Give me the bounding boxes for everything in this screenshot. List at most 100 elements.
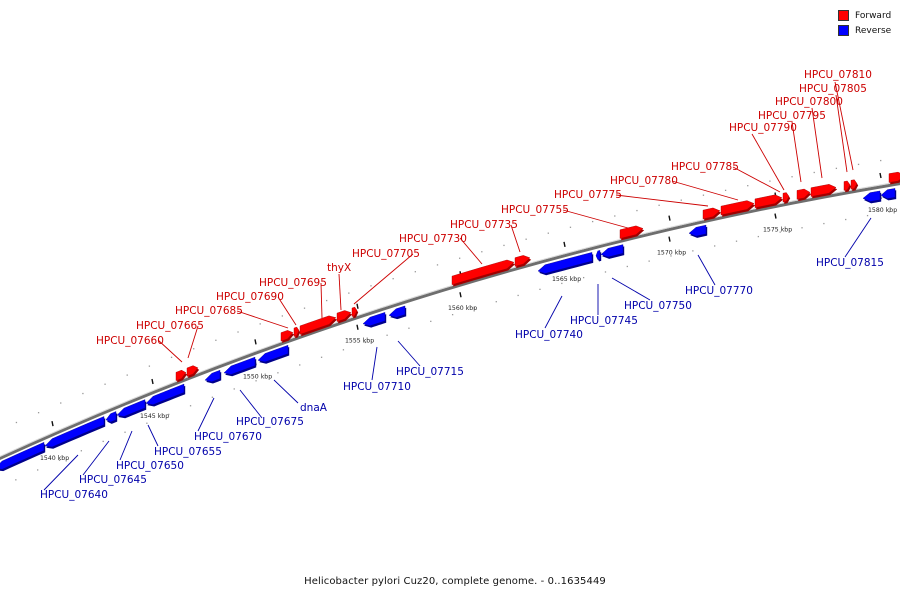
leader-line bbox=[751, 133, 785, 191]
reverse-gene[interactable] bbox=[537, 252, 594, 276]
forward-gene[interactable] bbox=[888, 171, 900, 185]
forward-gene[interactable] bbox=[754, 194, 784, 210]
leader-line bbox=[732, 166, 781, 193]
minor-tick bbox=[473, 307, 476, 309]
leader-line bbox=[157, 339, 183, 363]
minor-tick bbox=[845, 218, 847, 221]
leader-line bbox=[353, 253, 414, 305]
forward-gene[interactable] bbox=[293, 326, 301, 339]
tick-label: 1580 kbp bbox=[868, 207, 897, 214]
gene-label[interactable]: HPCU_07690 bbox=[216, 291, 284, 303]
minor-tick bbox=[168, 413, 170, 416]
forward-gene[interactable] bbox=[782, 192, 791, 204]
gene-label[interactable]: HPCU_07780 bbox=[610, 175, 678, 187]
gene-label[interactable]: HPCU_07730 bbox=[399, 233, 467, 245]
forward-gene[interactable] bbox=[514, 255, 532, 269]
reverse-gene[interactable] bbox=[223, 356, 257, 377]
leader-line bbox=[544, 295, 563, 329]
reverse-gene[interactable] bbox=[862, 190, 882, 204]
minor-tick bbox=[791, 176, 793, 178]
gene-label[interactable]: HPCU_07705 bbox=[352, 248, 420, 260]
gene-label[interactable]: HPCU_07695 bbox=[259, 277, 327, 289]
forward-gene[interactable] bbox=[186, 365, 200, 379]
gene-label[interactable]: HPCU_07810 bbox=[804, 69, 872, 81]
forward-gene[interactable] bbox=[175, 369, 188, 383]
forward-gene[interactable] bbox=[702, 207, 722, 221]
reverse-gene[interactable] bbox=[257, 344, 290, 364]
gene-label[interactable]: HPCU_07770 bbox=[685, 285, 753, 297]
minor-tick bbox=[604, 271, 607, 273]
forward-gene[interactable] bbox=[843, 180, 852, 193]
gene-label[interactable]: HPCU_07655 bbox=[154, 446, 222, 458]
reverse-gene[interactable] bbox=[688, 224, 708, 238]
forward-gene[interactable] bbox=[280, 330, 295, 343]
minor-tick bbox=[547, 232, 549, 234]
gene-label[interactable]: HPCU_07790 bbox=[729, 122, 797, 134]
gene-label[interactable]: HPCU_07755 bbox=[501, 204, 569, 216]
reverse-gene[interactable] bbox=[116, 399, 147, 419]
minor-tick bbox=[779, 231, 781, 233]
forward-gene[interactable] bbox=[351, 306, 359, 319]
gene-label[interactable]: HPCU_07640 bbox=[40, 489, 108, 501]
reverse-gene[interactable] bbox=[0, 441, 46, 472]
reverse-gene[interactable] bbox=[388, 305, 407, 320]
reverse-gene[interactable] bbox=[362, 312, 387, 328]
gene-label[interactable]: dnaA bbox=[300, 402, 328, 414]
tick-label: 1560 kbp bbox=[448, 305, 477, 312]
reverse-gene[interactable] bbox=[44, 416, 106, 449]
minor-tick bbox=[211, 396, 214, 398]
minor-tick bbox=[823, 222, 825, 225]
gene-label[interactable]: HPCU_07650 bbox=[116, 460, 184, 472]
minor-tick bbox=[348, 292, 350, 294]
gene-label[interactable]: HPCU_07805 bbox=[799, 83, 867, 95]
gene-label[interactable]: HPCU_07735 bbox=[450, 219, 518, 231]
forward-gene[interactable] bbox=[850, 179, 859, 191]
minor-tick bbox=[170, 356, 173, 359]
minor-tick bbox=[148, 365, 151, 367]
leader-line bbox=[239, 389, 263, 419]
gene-label[interactable]: HPCU_07710 bbox=[343, 381, 411, 393]
gene-label[interactable]: HPCU_07795 bbox=[758, 110, 826, 122]
minor-tick bbox=[801, 227, 803, 229]
forward-gene[interactable] bbox=[810, 184, 838, 199]
gene-label[interactable]: HPCU_07740 bbox=[515, 329, 583, 341]
gene-label[interactable]: HPCU_07665 bbox=[136, 320, 204, 332]
reverse-gene[interactable] bbox=[145, 383, 186, 407]
minor-tick bbox=[735, 240, 738, 242]
reverse-gene[interactable] bbox=[880, 188, 897, 201]
gene-label[interactable]: HPCU_07800 bbox=[775, 96, 843, 108]
reverse-gene[interactable] bbox=[105, 411, 118, 424]
minor-tick bbox=[724, 189, 727, 192]
gene-label[interactable]: HPCU_07645 bbox=[79, 474, 147, 486]
major-tick bbox=[668, 215, 671, 221]
gene-label[interactable]: HPCU_07715 bbox=[396, 366, 464, 378]
genome-caption: Helicobacter pylori Cuz20, complete geno… bbox=[304, 576, 606, 587]
gene-label[interactable]: HPCU_07675 bbox=[236, 416, 304, 428]
forward-gene[interactable] bbox=[796, 188, 812, 202]
gene-label[interactable]: HPCU_07660 bbox=[96, 335, 164, 347]
gene-label[interactable]: HPCU_07670 bbox=[194, 431, 262, 443]
major-tick bbox=[51, 420, 54, 427]
gene-label[interactable]: HPCU_07745 bbox=[570, 315, 638, 327]
minor-tick bbox=[102, 440, 104, 443]
minor-tick bbox=[451, 314, 454, 316]
minor-tick bbox=[126, 374, 128, 376]
gene-label[interactable]: HPCU_07785 bbox=[671, 161, 739, 173]
minor-tick bbox=[582, 276, 585, 279]
forward-gene[interactable] bbox=[451, 259, 516, 287]
legend: Forward Reverse bbox=[838, 8, 898, 38]
forward-gene[interactable] bbox=[720, 200, 756, 217]
forward-gene[interactable] bbox=[336, 310, 353, 324]
reverse-gene[interactable] bbox=[600, 244, 625, 259]
gene-label[interactable]: HPCU_07685 bbox=[175, 305, 243, 317]
gene-label[interactable]: HPCU_07815 bbox=[816, 257, 884, 269]
gene-label[interactable]: HPCU_07750 bbox=[624, 300, 692, 312]
minor-tick bbox=[517, 294, 519, 297]
forward-gene[interactable] bbox=[619, 225, 645, 241]
reverse-gene[interactable] bbox=[595, 250, 602, 262]
forward-gene[interactable] bbox=[299, 315, 338, 337]
gene-label[interactable]: thyX bbox=[327, 262, 351, 274]
gene-label[interactable]: HPCU_07775 bbox=[554, 189, 622, 201]
minor-tick bbox=[648, 260, 650, 262]
reverse-gene[interactable] bbox=[204, 369, 222, 384]
